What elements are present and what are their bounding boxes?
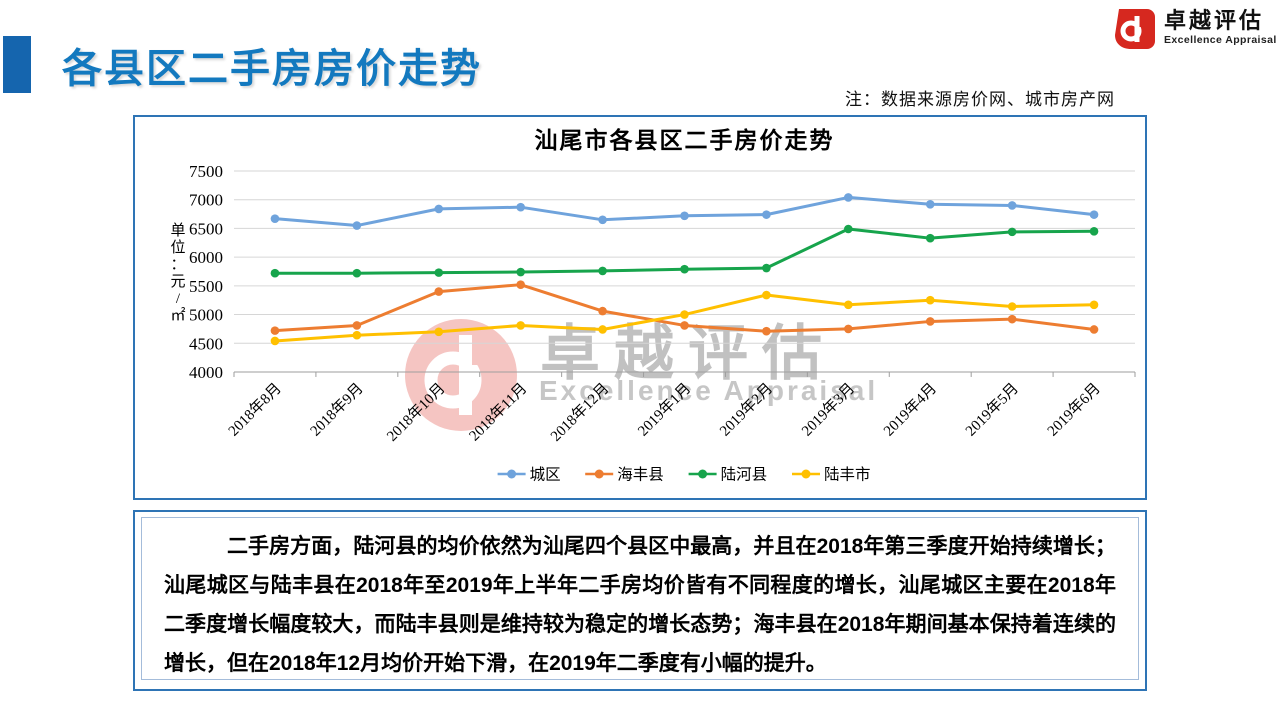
analysis-panel: 二手房方面，陆河县的均价依然为汕尾四个县区中最高，并且在2018年第三季度开始持…	[133, 510, 1147, 691]
svg-text:陆河县: 陆河县	[721, 466, 768, 484]
svg-text:陆丰市: 陆丰市	[824, 466, 871, 484]
svg-text:2018年12月: 2018年12月	[547, 380, 612, 445]
svg-text:2019年6月: 2019年6月	[1044, 380, 1104, 440]
svg-text:2019年1月: 2019年1月	[635, 380, 695, 440]
svg-text:5000: 5000	[189, 306, 223, 325]
company-logo-text: 卓越评估 Excellence Appraisal	[1164, 8, 1277, 46]
svg-text:5500: 5500	[189, 277, 223, 296]
svg-text:2019年4月: 2019年4月	[880, 380, 940, 440]
svg-text:7000: 7000	[189, 191, 223, 210]
svg-text:4500: 4500	[189, 334, 223, 353]
svg-text:海丰县: 海丰县	[617, 466, 664, 484]
chart-panel: 卓越评估 Excellence Appraisal 汕尾市各县区二手房价走势 75…	[133, 115, 1147, 500]
svg-text:单位：元/㎡: 单位：元/㎡	[170, 222, 185, 324]
analysis-inner-frame: 二手房方面，陆河县的均价依然为汕尾四个县区中最高，并且在2018年第三季度开始持…	[141, 517, 1139, 680]
company-logo: 卓越评估 Excellence Appraisal	[1114, 8, 1277, 50]
svg-text:6500: 6500	[189, 219, 223, 238]
svg-text:2018年11月: 2018年11月	[466, 380, 531, 445]
svg-text:2019年2月: 2019年2月	[716, 380, 776, 440]
svg-text:汕尾市各县区二手房价走势: 汕尾市各县区二手房价走势	[535, 127, 835, 153]
svg-text:6000: 6000	[189, 248, 223, 267]
company-name: 卓越评估	[1164, 8, 1265, 33]
company-logo-icon	[1115, 9, 1155, 49]
line-chart: 汕尾市各县区二手房价走势 7500 7000 6500 6000 5500 5000 4500…	[170, 127, 1136, 484]
data-source-note: 注：数据来源房价网、城市房产网	[845, 90, 1115, 109]
analysis-text: 二手房方面，陆河县的均价依然为汕尾四个县区中最高，并且在2018年第三季度开始持…	[164, 535, 1116, 675]
svg-text:2018年8月: 2018年8月	[225, 380, 285, 440]
svg-text:城区: 城区	[530, 466, 561, 484]
svg-text:2018年10月: 2018年10月	[384, 380, 449, 445]
svg-text:7500: 7500	[189, 162, 223, 181]
svg-text:2019年5月: 2019年5月	[962, 380, 1022, 440]
title-accent-square	[3, 36, 31, 93]
svg-text:2018年9月: 2018年9月	[307, 380, 367, 440]
svg-text:4000: 4000	[189, 363, 223, 382]
company-name-en: Excellence Appraisal	[1164, 34, 1277, 46]
svg-text:2019年3月: 2019年3月	[798, 380, 858, 440]
page-title: 各县区二手房房价走势	[62, 47, 482, 91]
